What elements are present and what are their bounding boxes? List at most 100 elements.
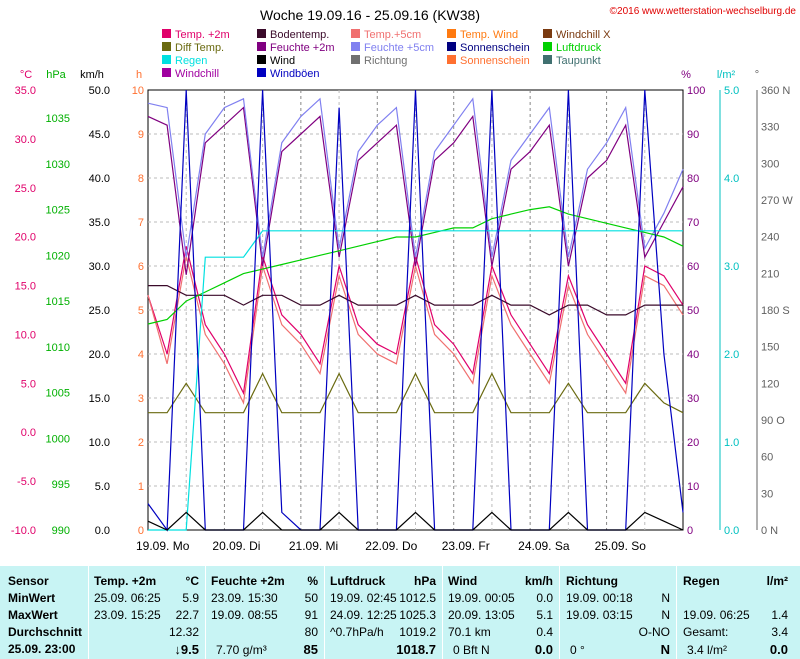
pressure-tick: 990 <box>52 525 70 537</box>
wind-min-time: 19.09. 00:05 <box>448 591 515 605</box>
rain-tick: 1.0 <box>724 437 739 449</box>
wind-current-value: 0.0 <box>534 642 553 657</box>
legend-swatch <box>447 29 456 38</box>
direction-tick: 300 <box>761 158 779 170</box>
axis-unit: °C <box>20 69 32 81</box>
stats-panel: Sensor MinWert MaxWert Durchschnitt 25.0… <box>0 566 800 659</box>
temp-header: Temp. +2m <box>94 574 157 588</box>
legend-swatch <box>543 55 552 64</box>
legend-label: Wind <box>270 55 295 67</box>
wind-max-value: 5.1 <box>536 608 553 622</box>
legend-label: Sonnenschein <box>460 55 530 67</box>
min-label: MinWert <box>8 591 56 605</box>
legend-swatch <box>162 68 171 77</box>
direction-tick: 270 W <box>761 195 793 207</box>
wind-tick: 20.0 <box>89 349 110 361</box>
rain-tick: 3.0 <box>724 261 739 273</box>
direction-tick: 210 <box>761 268 779 280</box>
temp-tick: -5.0 <box>17 476 36 488</box>
humidity-tick: 90 <box>687 129 699 141</box>
legend-label: Sonnenschein <box>460 42 530 54</box>
wind-tick: 45.0 <box>89 129 110 141</box>
hours-tick: 5 <box>138 305 144 317</box>
humidity-tick: 10 <box>687 481 699 493</box>
direction-tick: 90 O <box>761 415 785 427</box>
temp-tick: -10.0 <box>11 525 36 537</box>
legend-item: Sonnenschein <box>447 55 530 67</box>
stats-col-pressure: Luftdruck hPa 19.09. 02:45 1012.5 24.09.… <box>325 566 442 659</box>
rain-tick: 5.0 <box>724 85 739 97</box>
current-time: 25.09. 23:00 <box>8 642 76 656</box>
series-line-bodentemp <box>148 285 683 316</box>
rain-max-time: 19.09. 06:25 <box>683 608 750 622</box>
hours-tick: 10 <box>132 85 144 97</box>
wind-tick: 50.0 <box>89 85 110 97</box>
humidity-max-value: 91 <box>304 608 318 622</box>
legend-item: Temp.+5cm <box>351 29 421 41</box>
axis-unit: km/h <box>80 69 104 81</box>
rain-tick: 0.0 <box>724 525 739 537</box>
rain-total-value: 3.4 <box>771 625 788 639</box>
humidity-tick: 30 <box>687 393 699 405</box>
axes: °C hPa km/h h% l/m² °35.030.025.020.015.010.0… <box>11 69 793 553</box>
plot-area <box>147 89 684 532</box>
wind-header: Wind <box>448 574 478 588</box>
temp-max-time: 23.09. 15:25 <box>94 608 161 622</box>
pressure-tick: 1025 <box>46 205 70 217</box>
direction-tick: 30 <box>761 488 773 500</box>
day-label: 25.09. So <box>595 539 647 553</box>
temp-tick: 0.0 <box>21 427 36 439</box>
legend-label: Windchill <box>175 68 219 80</box>
direction-max-time: 19.09. 03:15 <box>566 608 633 622</box>
legend-swatch <box>257 68 266 77</box>
legend-item: Richtung <box>351 55 407 67</box>
copyright-link[interactable]: ©2016 www.wetterstation-wechselburg.de <box>610 6 797 17</box>
humidity-tick: 70 <box>687 217 699 229</box>
stats-col-rain: Regen l/m² 19.09. 06:25 1.4 Gesamt: 3.4 … <box>677 566 794 659</box>
legend-label: Temp. Wind <box>460 29 518 41</box>
pressure-tick: 1005 <box>46 388 70 400</box>
stats-col-wind: Wind km/h 19.09. 00:05 0.0 20.09. 13:05 … <box>443 566 559 659</box>
rain-max-value: 1.4 <box>771 608 788 622</box>
series-line-luftdruck <box>147 206 684 325</box>
direction-tick: 330 <box>761 122 779 134</box>
temp-tick: 20.0 <box>15 232 36 244</box>
temp-min-value: 5.9 <box>182 591 199 605</box>
rain-tick: 4.0 <box>724 173 739 185</box>
direction-tick: 180 S <box>761 305 790 317</box>
hours-tick: 2 <box>138 437 144 449</box>
pressure-tick: 1000 <box>46 433 70 445</box>
pressure-tick: 1015 <box>46 296 70 308</box>
wind-tick: 30.0 <box>89 261 110 273</box>
wind-tick: 40.0 <box>89 173 110 185</box>
legend-item: Diff Temp. <box>162 42 224 54</box>
day-label: 23.09. Fr <box>442 539 490 553</box>
humidity-tick: 20 <box>687 437 699 449</box>
stats-col-sensor: Sensor MinWert MaxWert Durchschnitt 25.0… <box>0 566 88 659</box>
hours-tick: 6 <box>138 261 144 273</box>
hours-tick: 3 <box>138 393 144 405</box>
legend-label: Feuchte +2m <box>270 42 335 54</box>
pressure-tick: 1020 <box>46 250 70 262</box>
legend-item: Sonnenschein <box>447 42 530 54</box>
legend-swatch <box>162 42 171 51</box>
rain-tick: 2.0 <box>724 349 739 361</box>
weather-chart: Woche 19.09.16 - 25.09.16 (KW38) ©2016 w… <box>11 6 797 553</box>
wind-avg-value: 0.4 <box>536 625 553 639</box>
legend-label: Bodentemp. <box>270 29 329 41</box>
humidity-current-value: 85 <box>303 642 318 657</box>
humidity-tick: 80 <box>687 173 699 185</box>
wind-beaufort: 0 Bft N <box>453 643 490 657</box>
direction-header: Richtung <box>566 574 618 588</box>
wind-tick: 5.0 <box>95 481 110 493</box>
legend-swatch <box>543 42 552 51</box>
legend-swatch <box>162 29 171 38</box>
temp-avg-value: 12.32 <box>168 625 199 639</box>
stats-col-humidity: Feuchte +2m % 23.09. 15:30 50 19.09. 08:… <box>206 566 324 659</box>
max-label: MaxWert <box>8 608 58 622</box>
pressure-header: Luftdruck <box>330 574 386 588</box>
axis-unit: l/m² <box>717 69 736 81</box>
direction-tick: 240 <box>761 232 779 244</box>
pressure-min-time: 19.09. 02:45 <box>330 591 397 605</box>
stats-col-direction: Richtung 19.09. 00:18 N 19.09. 03:15 N O… <box>560 566 676 659</box>
